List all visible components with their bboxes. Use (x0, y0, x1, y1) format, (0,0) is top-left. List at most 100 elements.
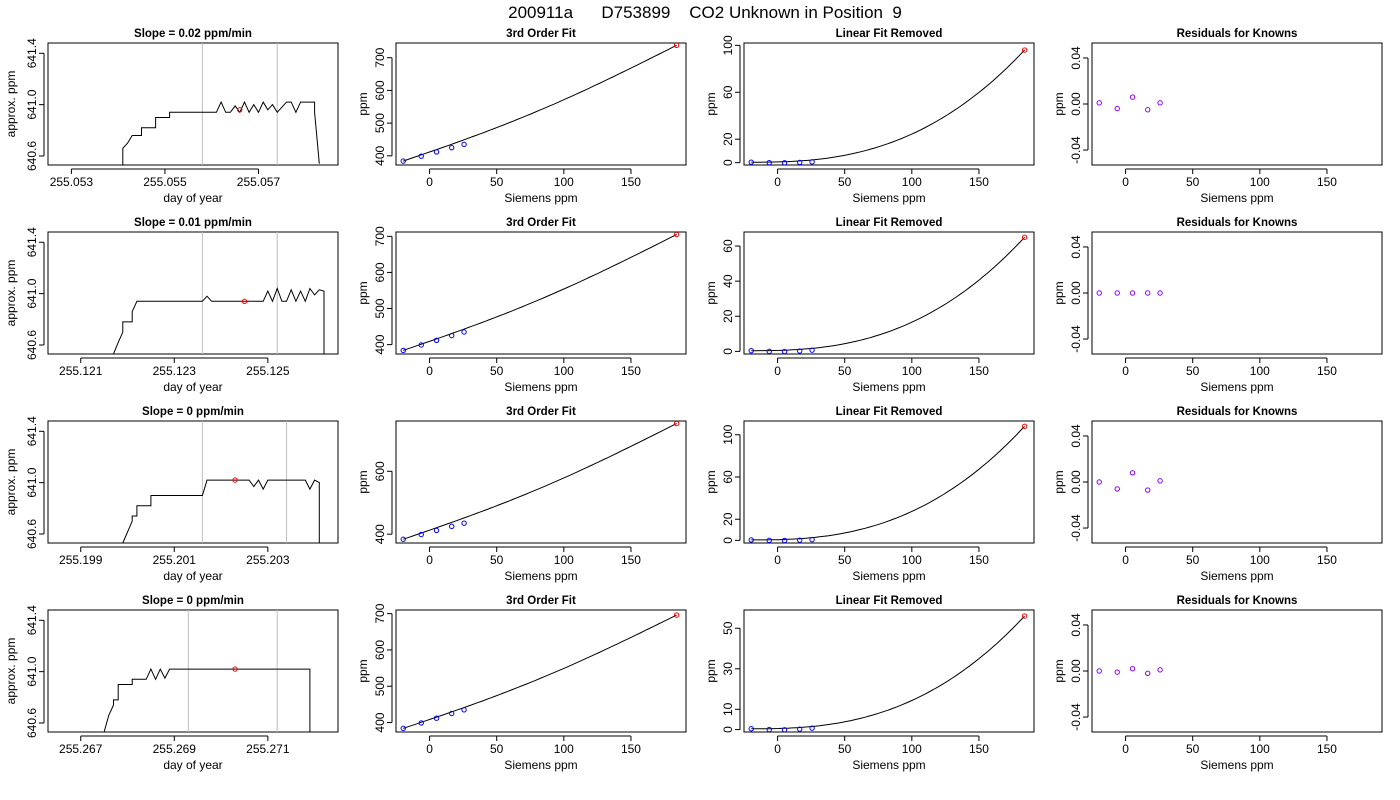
chart-6-known-point (766, 348, 772, 354)
chart-1-known-point (400, 158, 406, 164)
chart-6-y-tick-label: 40 (721, 274, 735, 288)
chart-6-known-point (809, 347, 815, 353)
chart-13-known-point (449, 710, 455, 717)
chart-5-known-point (449, 332, 455, 339)
chart-13-panel: 3rd Order Fit 0 50 100 150 Siemens ppm 400 500 6… (356, 595, 687, 772)
chart-7-y-tick-label: 0.00 (1069, 281, 1083, 305)
chart-0-x-tick-label: 255.055 (143, 175, 187, 189)
chart-9-known-point (433, 527, 440, 534)
chart-4-x-axis-label: day of year (163, 380, 222, 394)
chart-7-x-axis-label: Siemens ppm (1200, 380, 1273, 394)
chart-11-panel: Residuals for Knowns 0 50 100 150 Siemens ppm… (1052, 406, 1383, 583)
chart-2-known-point (766, 159, 772, 165)
chart-2-known-point (781, 160, 788, 165)
chart-2-data-area (748, 47, 1028, 165)
chart-6-y-tick-label: 0 (721, 348, 735, 355)
chart-3-residual-point (1096, 100, 1102, 106)
chart-14-y-tick-label: 0 (721, 726, 735, 733)
chart-1-known-point (461, 141, 467, 148)
chart-5-y-tick-label: 500 (373, 298, 387, 318)
chart-7-residual-point (1096, 290, 1102, 296)
chart-0-series-line (122, 100, 320, 165)
chart-7-residual-point (1129, 290, 1136, 296)
chart-15-data-area (1096, 665, 1163, 677)
chart-7-residual-point (1145, 290, 1151, 296)
chart-14-fit-curve (751, 615, 1025, 730)
chart-13-x-axis-label: Siemens ppm (504, 758, 577, 772)
chart-10-known-point (748, 537, 754, 543)
chart-10-panel: Linear Fit Removed 0 50 100 150 Siemens ppm 0 2… (704, 406, 1035, 583)
chart-6-x-tick-label: 100 (902, 364, 922, 378)
chart-9-y-axis-label: ppm (356, 470, 370, 493)
chart-5-known-point (400, 347, 406, 354)
chart-11-plot-frame (1091, 420, 1383, 544)
chart-2-x-tick-label: 100 (902, 175, 922, 189)
chart-3-plot-frame (1091, 42, 1383, 166)
chart-8-y-tick-label: 640.6 (25, 519, 39, 549)
chart-11-residual-point (1129, 470, 1136, 476)
chart-6-x-tick-label: 50 (838, 364, 852, 378)
chart-9-x-axis-label: Siemens ppm (504, 569, 577, 583)
chart-14-x-axis-label: Siemens ppm (852, 758, 925, 772)
chart-0-title: Slope = 0.02 ppm/min (134, 28, 252, 40)
chart-6-data-area (748, 234, 1028, 354)
chart-5-plot-frame (395, 231, 687, 355)
chart-4-y-axis-label: approx. ppm (4, 260, 18, 327)
chart-14-x-tick-label: 100 (902, 742, 922, 756)
chart-4-y-tick-label: 641.4 (25, 227, 39, 257)
chart-11-y-axis-label: ppm (1052, 470, 1066, 493)
chart-2-y-tick-label: 0 (721, 159, 735, 166)
chart-14-known-point (809, 725, 815, 731)
chart-2-y-tick-label: 100 (721, 35, 735, 55)
chart-15-plot-frame (1091, 609, 1383, 733)
chart-1-known-point (418, 153, 424, 159)
chart-10-plot-frame (743, 420, 1035, 544)
chart-1-x-tick-label: 100 (554, 175, 574, 189)
chart-3-x-axis-label: Siemens ppm (1200, 191, 1273, 205)
chart-12-x-tick-label: 255.271 (246, 742, 290, 756)
chart-14-known-point (766, 726, 772, 732)
chart-15-residual-point (1114, 669, 1120, 675)
chart-9-data-area (400, 421, 680, 542)
chart-12-data-area (103, 610, 311, 732)
chart-5-x-tick-label: 100 (554, 364, 574, 378)
chart-3-data-area (1096, 94, 1163, 113)
chart-2-x-tick-label: 150 (969, 175, 989, 189)
chart-0-panel: Slope = 0.02 ppm/min 255.053 255.055 255.05… (4, 28, 339, 205)
chart-15-x-tick-label: 150 (1317, 742, 1337, 756)
chart-12-x-tick-label: 255.267 (59, 742, 103, 756)
chart-13-x-tick-label: 150 (621, 742, 641, 756)
chart-7-title: Residuals for Knowns (1177, 217, 1298, 229)
chart-4-x-tick-label: 255.121 (59, 364, 103, 378)
chart-8-x-tick-label: 255.203 (246, 553, 290, 567)
chart-6-y-axis-label: ppm (704, 281, 718, 304)
chart-14-known-point (797, 726, 803, 732)
chart-12-mean-marker (232, 666, 238, 672)
chart-8-series-line (122, 479, 320, 543)
chart-14-y-axis-label: ppm (704, 659, 718, 682)
chart-12-x-axis-label: day of year (163, 758, 222, 772)
chart-4-y-tick-label: 640.6 (25, 330, 39, 360)
chart-11-y-tick-label: 0.04 (1069, 424, 1083, 448)
chart-15-x-axis-label: Siemens ppm (1200, 758, 1273, 772)
chart-9-known-point (418, 531, 424, 538)
chart-11-data-area (1096, 470, 1163, 493)
chart-3-x-tick-label: 100 (1250, 175, 1270, 189)
chart-0-data-area (122, 43, 320, 165)
chart-13-known-point (400, 725, 406, 732)
chart-7-y-axis-label: ppm (1052, 281, 1066, 304)
chart-10-y-tick-label: 0 (721, 537, 735, 544)
chart-4-y-tick-label: 641.0 (25, 278, 39, 308)
chart-10-known-point (797, 537, 803, 543)
chart-3-x-tick-label: 0 (1122, 175, 1129, 189)
chart-11-x-tick-label: 0 (1122, 553, 1129, 567)
chart-6-known-point (797, 348, 803, 354)
chart-9-known-point (449, 523, 455, 530)
chart-14-y-tick-label: 30 (721, 662, 735, 676)
chart-13-y-axis-label: ppm (356, 659, 370, 682)
chart-1-x-tick-label: 150 (621, 175, 641, 189)
chart-14-known-point (748, 726, 754, 732)
chart-8-y-tick-label: 641.0 (25, 467, 39, 497)
chart-12-plot-frame (47, 609, 339, 733)
chart-0-y-tick-label: 641.4 (25, 38, 39, 68)
